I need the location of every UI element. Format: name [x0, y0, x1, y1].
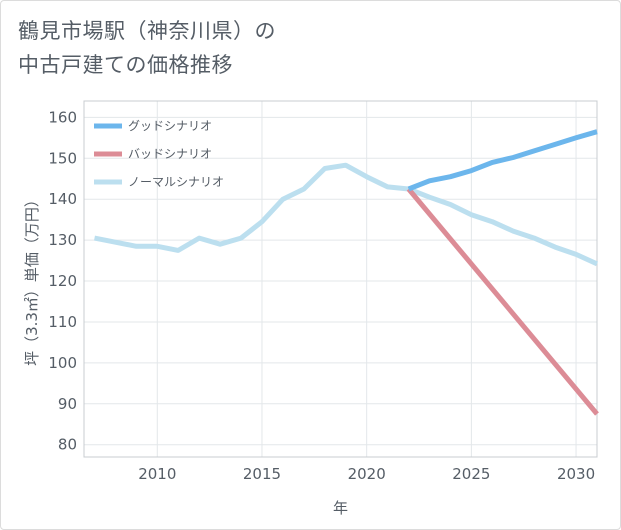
y-axis-label: 坪（3.3㎡）単価（万円）: [23, 192, 41, 366]
chart-title-line1: 鶴見市場駅（神奈川県）の: [18, 19, 276, 43]
y-tick-label: 130: [48, 231, 77, 249]
x-tick-label: 2030: [557, 465, 595, 483]
series-line: [94, 162, 599, 267]
y-tick-label: 120: [48, 272, 77, 290]
series-line: [406, 187, 599, 416]
y-tick-labels: 80 90 100 110 120 130 140 150 160: [48, 108, 77, 453]
legend-label: グッドシナリオ: [128, 119, 212, 133]
x-tick-label: 2010: [138, 465, 176, 483]
plot-border: [83, 100, 598, 458]
chart-title: 鶴見市場駅（神奈川県）の 中古戸建ての価格推移: [18, 14, 578, 82]
y-tick-label: 110: [48, 313, 77, 331]
y-tick-label: 140: [48, 190, 77, 208]
legend-label: ノーマルシナリオ: [128, 175, 224, 189]
x-tick-label: 2015: [243, 465, 281, 483]
chart-title-line2: 中古戸建ての価格推移: [18, 53, 233, 77]
series-line: [407, 129, 598, 192]
grid-lines: [84, 101, 597, 457]
x-tick-label: 2020: [348, 465, 386, 483]
y-tick-label: 100: [48, 354, 77, 372]
y-tick-label: 80: [58, 436, 77, 454]
x-tick-labels: 2010 2015 2020 2025 2030: [138, 465, 595, 483]
y-tick-label: 150: [48, 149, 77, 167]
x-axis-label: 年: [333, 499, 348, 517]
x-tick-label: 2025: [452, 465, 490, 483]
series-lines: [94, 129, 599, 416]
legend-label: バッドシナリオ: [128, 147, 212, 161]
y-tick-label: 90: [58, 395, 77, 413]
y-tick-label: 160: [48, 108, 77, 126]
